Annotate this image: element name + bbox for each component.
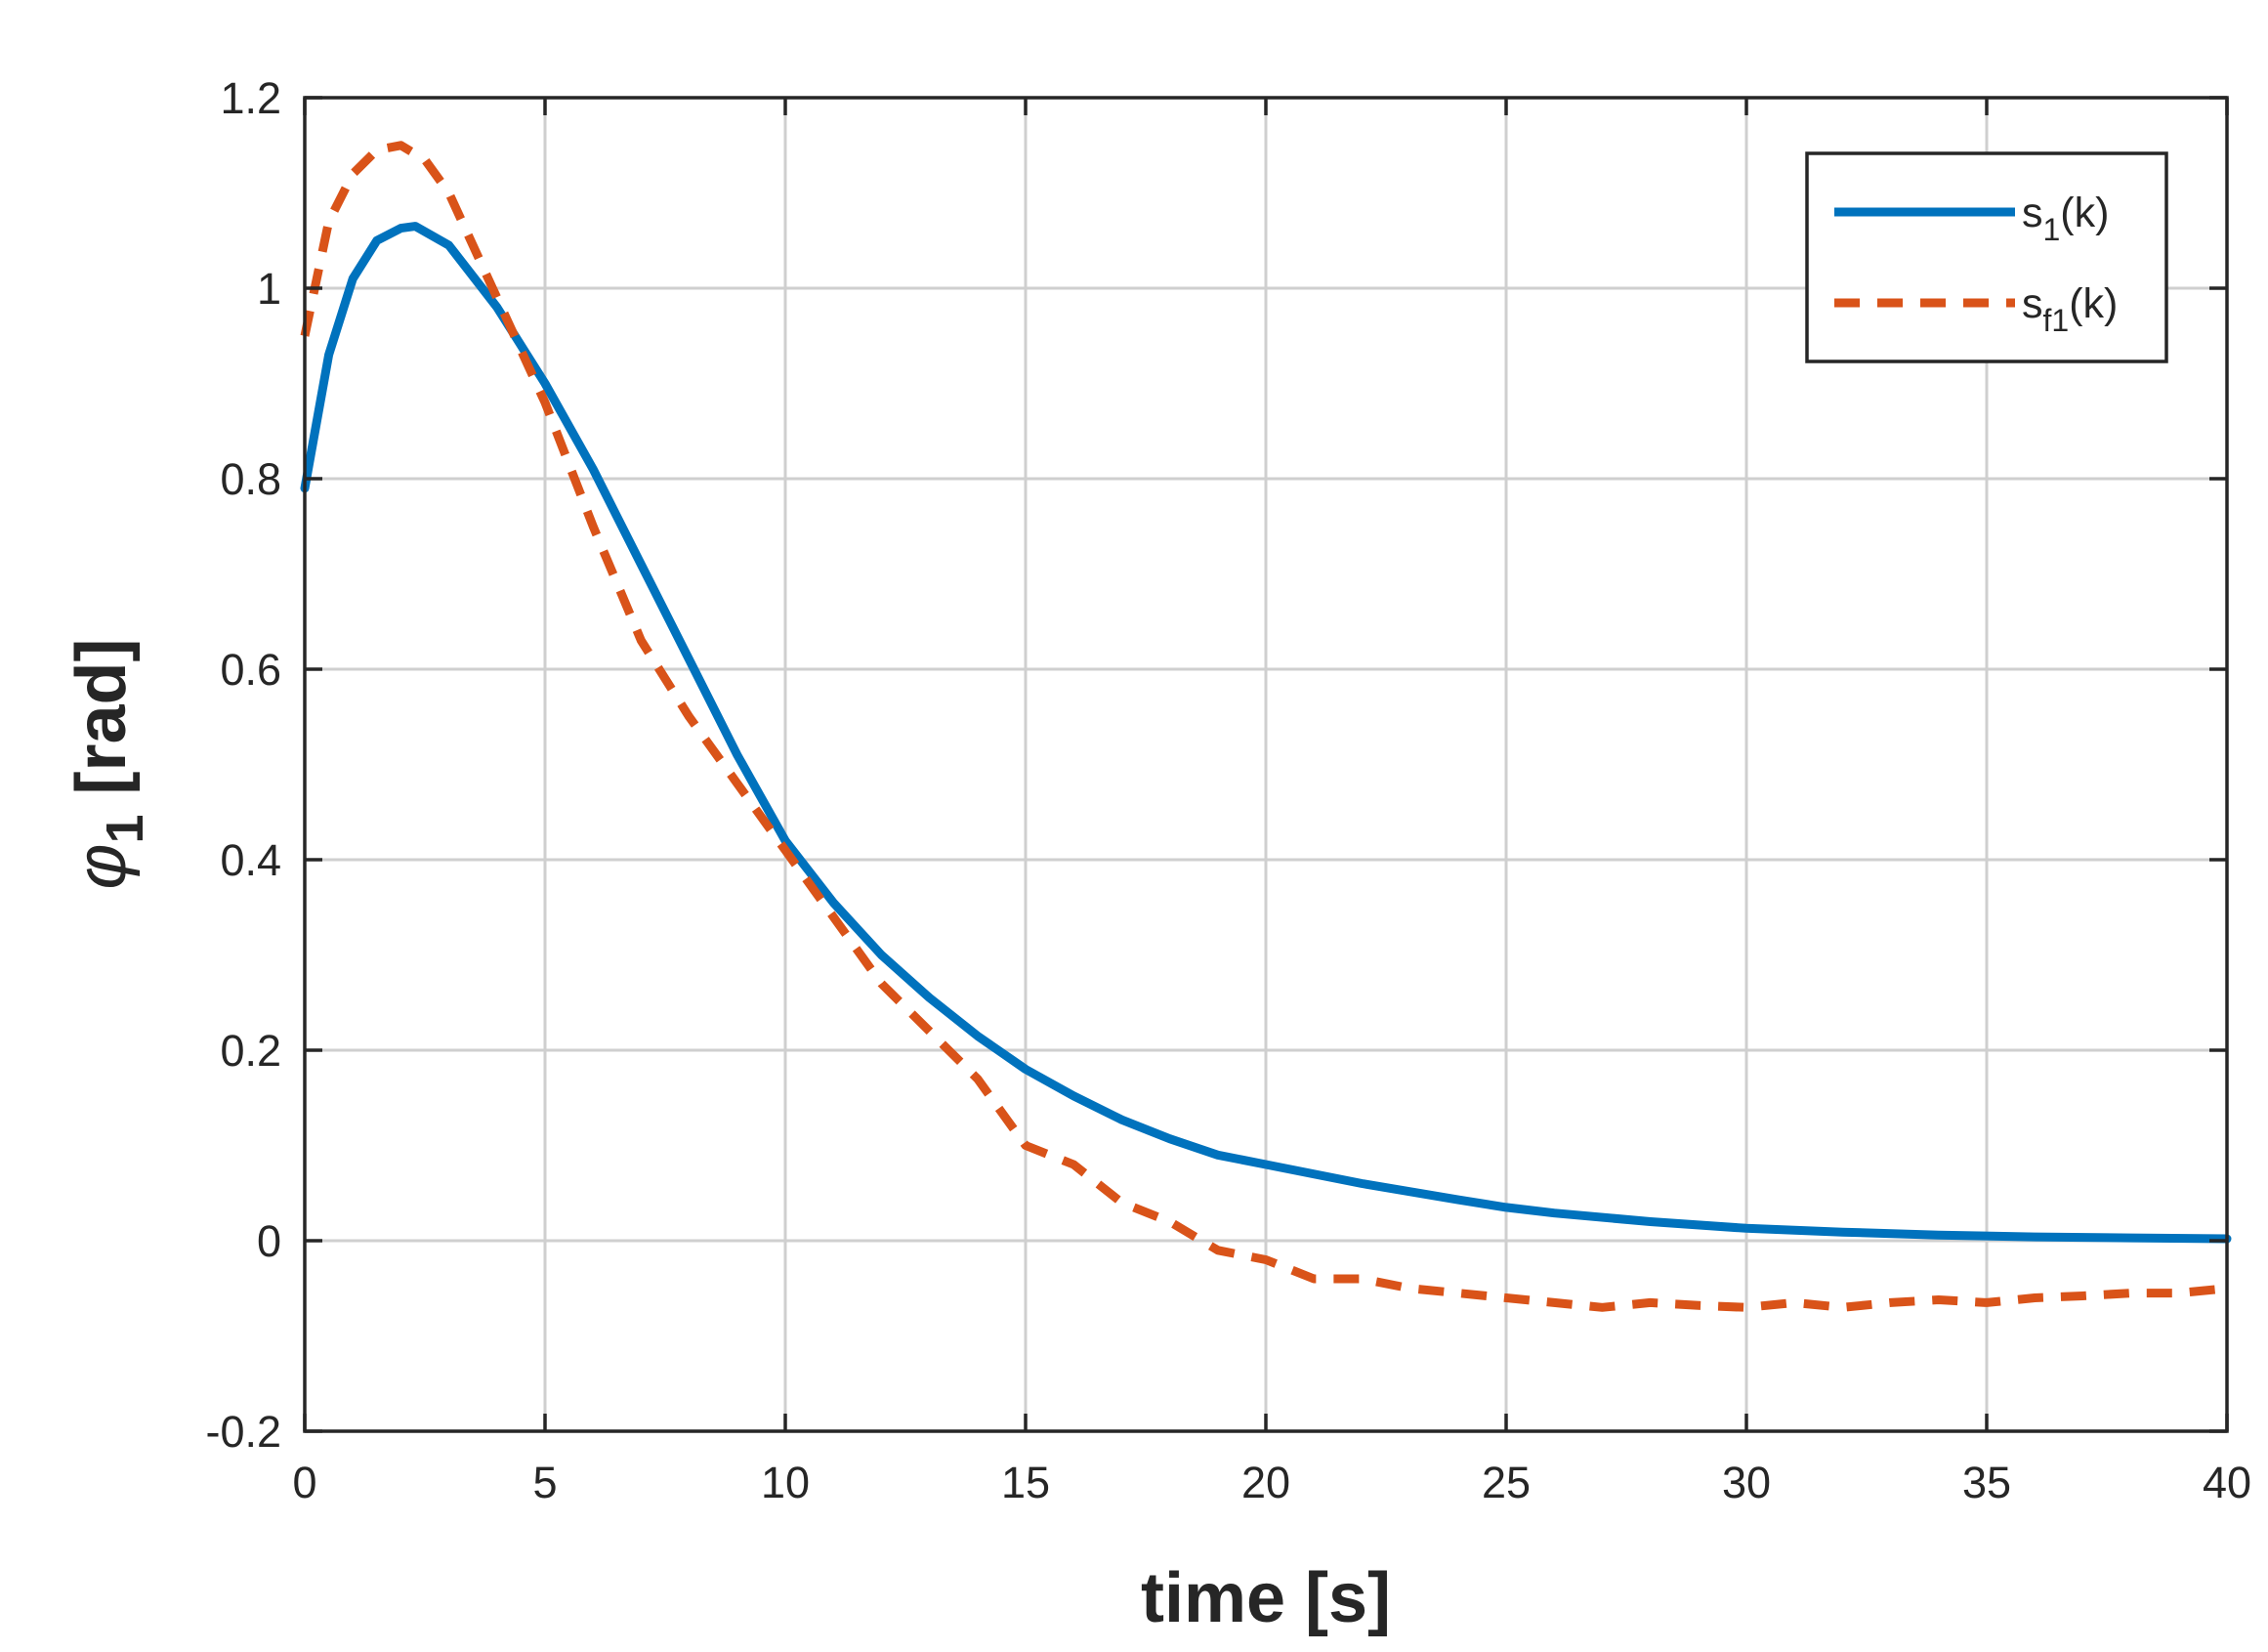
series-layer (300, 141, 2232, 1312)
ticks (303, 96, 2229, 1433)
x-tick-label: 10 (761, 1458, 810, 1507)
legend-label-sf1: sf1(k) (2022, 280, 2118, 338)
y-tick-label: 0.4 (220, 835, 281, 885)
y-axis-title: φ1 [rad] (63, 638, 154, 889)
x-tick-label: 30 (1722, 1458, 1771, 1507)
x-tick-label: 15 (1001, 1458, 1050, 1507)
y-axis-title-symbol: φ (63, 844, 141, 890)
y-tick-label: 0.2 (220, 1026, 281, 1076)
tick-labels: 0 5 10 15 20 25 30 35 40-0.200.20.40.60.811.2 (205, 73, 2251, 1507)
y-tick-label: 1.2 (220, 73, 281, 123)
legend-label-s1: s1(k) (2022, 190, 2109, 247)
y-axis-title-subscript: 1 (96, 814, 154, 843)
series-line-s1 (300, 222, 2232, 1244)
y-tick-label: 1 (257, 264, 281, 314)
legend: s1(k) sf1(k) (1805, 151, 2168, 363)
x-tick-label: 35 (1962, 1458, 2011, 1507)
series-line-sf1 (300, 141, 2228, 1312)
x-tick-label: 20 (1241, 1458, 1290, 1507)
x-axis-title: time [s] (1141, 1559, 1391, 1637)
x-tick-label: 0 (292, 1458, 316, 1507)
y-tick-label: 0.8 (220, 454, 281, 504)
legend-box (1805, 151, 2168, 363)
y-tick-label: 0 (257, 1216, 281, 1266)
x-tick-label: 25 (1482, 1458, 1531, 1507)
x-tick-label: 5 (532, 1458, 557, 1507)
y-tick-label: -0.2 (205, 1407, 281, 1457)
svg-text:φ1 [rad]: φ1 [rad] (63, 638, 154, 889)
x-tick-label: 40 (2203, 1458, 2251, 1507)
y-tick-label: 0.6 (220, 645, 281, 695)
y-axis-title-unit: [rad] (63, 638, 141, 814)
